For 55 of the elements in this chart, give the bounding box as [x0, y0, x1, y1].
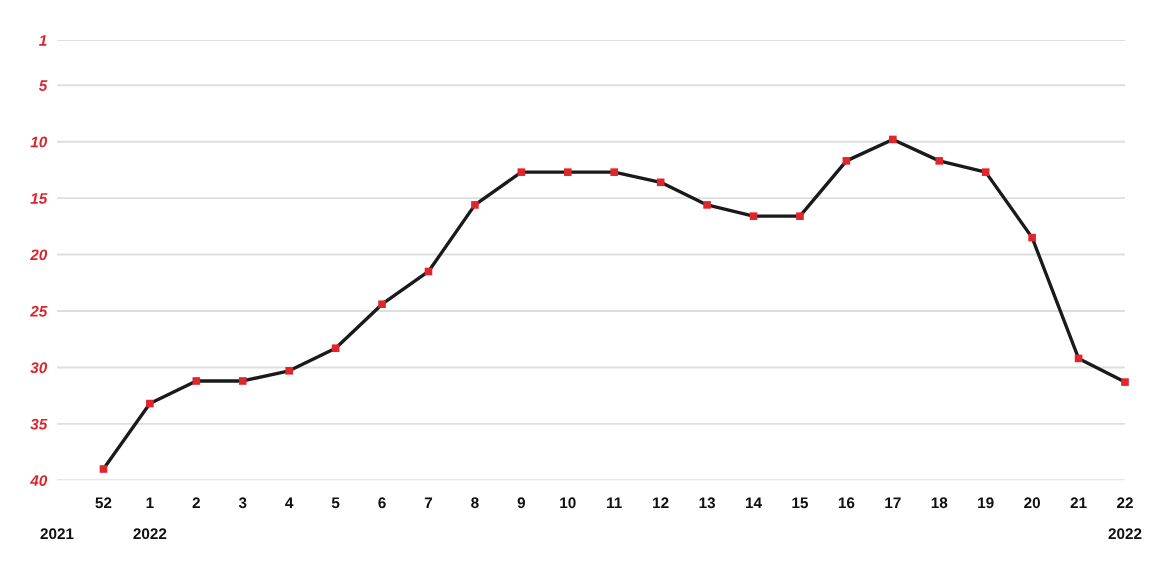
x-tick-label: 52 [95, 497, 112, 509]
x-tick-label: 11 [607, 497, 622, 509]
x-tick-label: 17 [885, 497, 901, 509]
x-tick-label: 2 [192, 497, 200, 509]
point [238, 377, 247, 385]
y-tick-label: 30 [30, 362, 48, 374]
point [842, 157, 851, 165]
point [517, 168, 526, 176]
x-tick-label: 3 [238, 497, 247, 509]
point [703, 201, 711, 209]
y-tick-label: 1 [39, 35, 47, 46]
x-tick-label: 1 [146, 497, 154, 509]
x-tick-label: 4 [285, 497, 294, 509]
x-tick-label: 19 [978, 497, 994, 509]
x-tick-label: 20 [1024, 497, 1040, 509]
text: 2022 [1108, 528, 1142, 540]
point [563, 168, 572, 176]
y-tick-label: 15 [30, 193, 48, 204]
x-tick-label: 16 [838, 497, 855, 509]
x-tick-label: 12 [653, 497, 669, 509]
point [981, 168, 990, 176]
x-tick-label: 7 [424, 497, 433, 509]
y-tick-label: 10 [30, 136, 48, 148]
x-tick-label: 21 [1070, 497, 1087, 509]
x-tick-label: 8 [471, 497, 479, 509]
point [471, 201, 479, 209]
x-tick-label: 6 [378, 497, 386, 509]
x-tick-label: 18 [931, 497, 948, 509]
point [610, 168, 619, 176]
point [1028, 233, 1036, 242]
point [285, 367, 293, 375]
y-tick-label: 25 [30, 305, 48, 317]
y-tick-label: 40 [30, 475, 48, 486]
point [749, 212, 758, 220]
y-tick-label: 5 [38, 80, 48, 91]
point [889, 135, 897, 144]
x-tick-label: 9 [517, 497, 526, 509]
x-tick-label: 22 [1117, 497, 1133, 509]
point [331, 344, 340, 353]
y-tick-label: 35 [30, 418, 48, 430]
point [1121, 378, 1129, 386]
y-tick-label: 20 [30, 249, 48, 261]
x-tick-label: 5 [331, 497, 340, 509]
point [99, 465, 108, 473]
point [935, 157, 944, 165]
text: 2021 [40, 528, 74, 540]
point [796, 212, 804, 220]
x-tick-label: 13 [699, 497, 716, 509]
x-tick-label: 15 [792, 497, 809, 509]
point [378, 300, 386, 309]
x-tick-label: 10 [560, 497, 576, 509]
x-tick-label: 14 [745, 497, 762, 509]
point [146, 399, 154, 408]
text: 2022 [133, 528, 167, 540]
point [192, 377, 201, 385]
